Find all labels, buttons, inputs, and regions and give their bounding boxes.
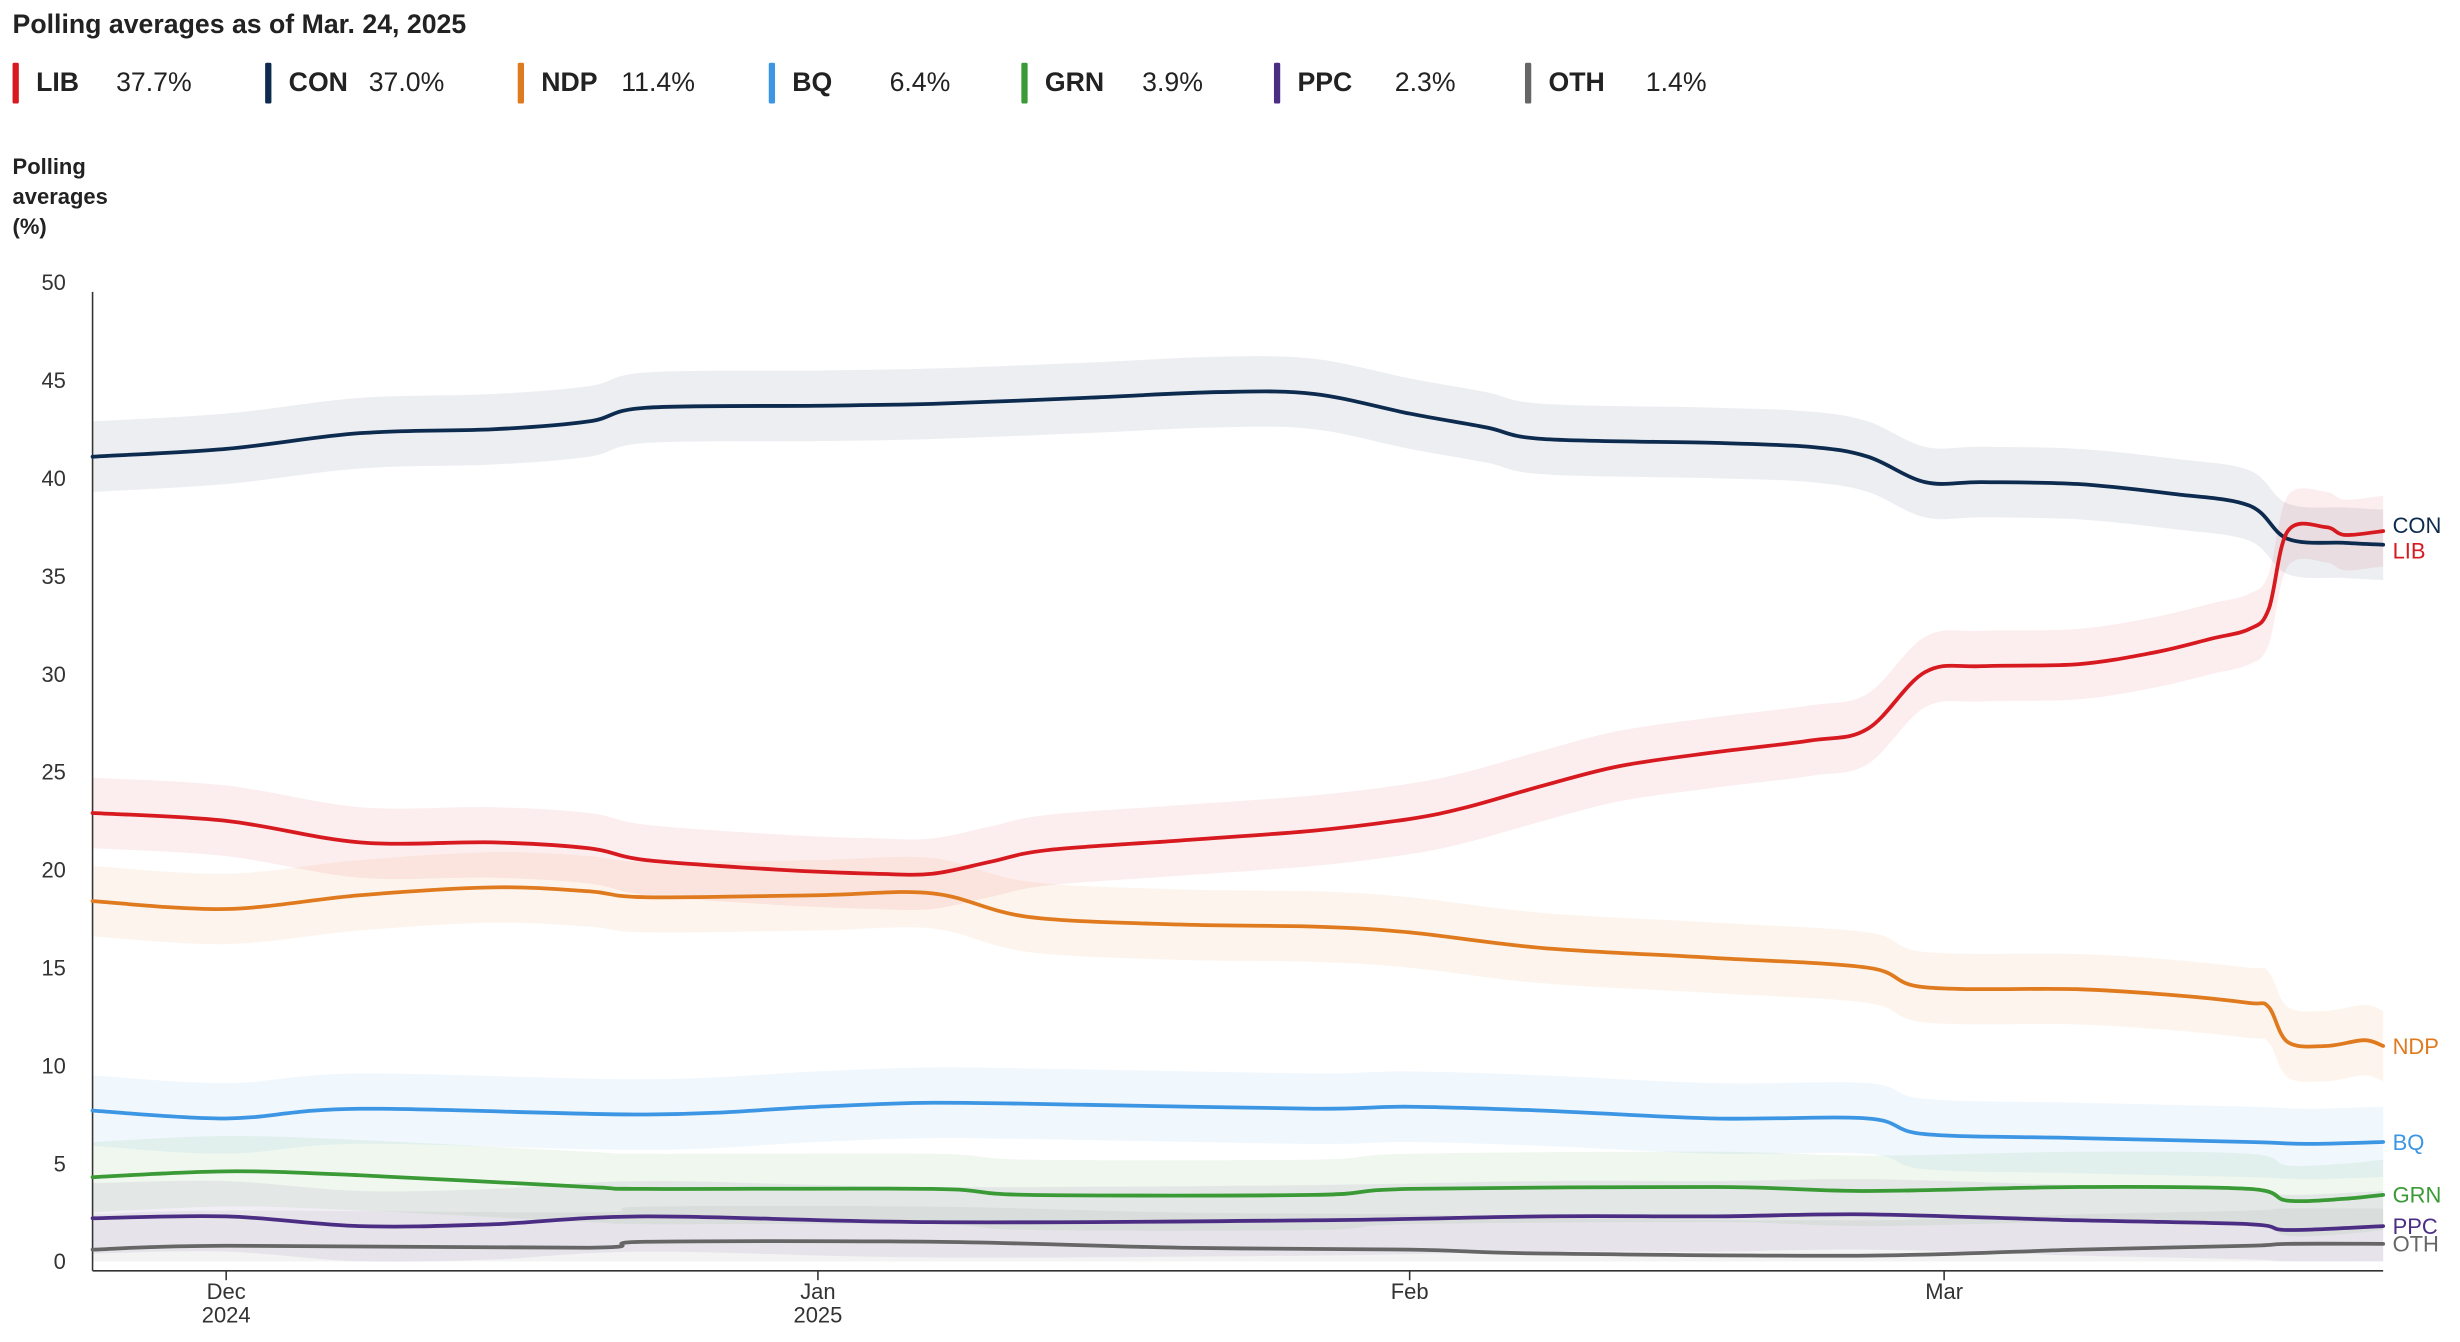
uncertainty-band-ndp: [92, 852, 2384, 1082]
legend-party-value: 2.3%: [1394, 67, 1456, 98]
x-tick-label: Mar: [1925, 1279, 1963, 1304]
y-tick-label: 25: [41, 760, 65, 785]
series-end-label-oth: OTH: [2393, 1232, 2439, 1257]
y-tick-label: 30: [41, 662, 65, 687]
y-tick-label: 10: [41, 1053, 65, 1078]
uncertainty-band-grn: [92, 1136, 2384, 1237]
legend-party-abbr: OTH: [1548, 67, 1605, 98]
uncertainty-band-bq: [92, 1067, 2384, 1180]
series-line-ndp: [90, 885, 2386, 1049]
series-line-oth: [90, 1239, 2386, 1258]
y-axis-title: Polling averages (%): [12, 153, 108, 239]
x-tick-sublabel: 2024: [202, 1303, 251, 1328]
series-end-label-ppc: PPC: [2393, 1214, 2438, 1239]
legend-swatch: [1021, 62, 1028, 104]
y-tick-label: 50: [41, 270, 65, 295]
y-tick-label: 45: [41, 368, 65, 393]
legend-party-value: 3.9%: [1142, 67, 1203, 98]
legend-party-value: 6.4%: [889, 67, 951, 98]
legend-party-abbr: LIB: [36, 67, 80, 98]
legend-party-value: 1.4%: [1645, 67, 1707, 98]
series-line-ppc: [90, 1212, 2386, 1232]
series-line-bq: [90, 1100, 2386, 1146]
series-line-con: [90, 389, 2386, 547]
legend-swatch: [768, 62, 776, 104]
series-end-label-bq: BQ: [2393, 1130, 2425, 1155]
x-tick-label: Jan: [800, 1279, 835, 1304]
chart-title: Polling averages as of Mar. 24, 2025: [12, 9, 467, 40]
legend-swatch: [517, 62, 525, 104]
legend-party-abbr: PPC: [1297, 67, 1353, 98]
legend-swatch: [1273, 62, 1281, 104]
legend: LIB 37.7% CON 37.0% NDP 11.4% BQ 6.4% GR…: [12, 62, 2053, 104]
legend-party-value: 37.0%: [368, 67, 445, 98]
legend-party-value: 11.4%: [621, 67, 695, 98]
series-end-label-grn: GRN: [2393, 1183, 2442, 1208]
x-tick-label: Dec: [207, 1279, 246, 1304]
uncertainty-band-lib: [92, 488, 2384, 911]
series-end-label-con: CON: [2393, 513, 2442, 538]
y-tick-label: 5: [54, 1151, 66, 1176]
uncertainty-band-con: [92, 356, 2384, 581]
legend-swatch: [265, 62, 272, 104]
y-tick-label: 15: [41, 956, 65, 981]
y-tick-label: 40: [41, 466, 65, 491]
uncertainty-band-oth: [92, 1205, 2384, 1262]
legend-party-abbr: NDP: [541, 67, 598, 98]
y-tick-label: 0: [54, 1249, 66, 1274]
x-tick-label: Feb: [1391, 1279, 1429, 1304]
legend-party-abbr: BQ: [792, 67, 833, 98]
x-tick-sublabel: 2025: [793, 1303, 842, 1328]
legend-swatch: [1524, 62, 1532, 104]
series-line-grn: [90, 1169, 2386, 1204]
series-line-lib: [90, 521, 2386, 877]
legend-party-value: 37.7%: [116, 67, 192, 98]
legend-party-abbr: GRN: [1044, 67, 1105, 98]
legend-swatch: [12, 62, 19, 104]
series-end-label-ndp: NDP: [2393, 1034, 2439, 1059]
y-tick-label: 35: [41, 564, 65, 589]
series-end-label-lib: LIB: [2393, 538, 2426, 563]
legend-party-abbr: CON: [288, 67, 348, 98]
y-tick-label: 20: [41, 858, 65, 883]
